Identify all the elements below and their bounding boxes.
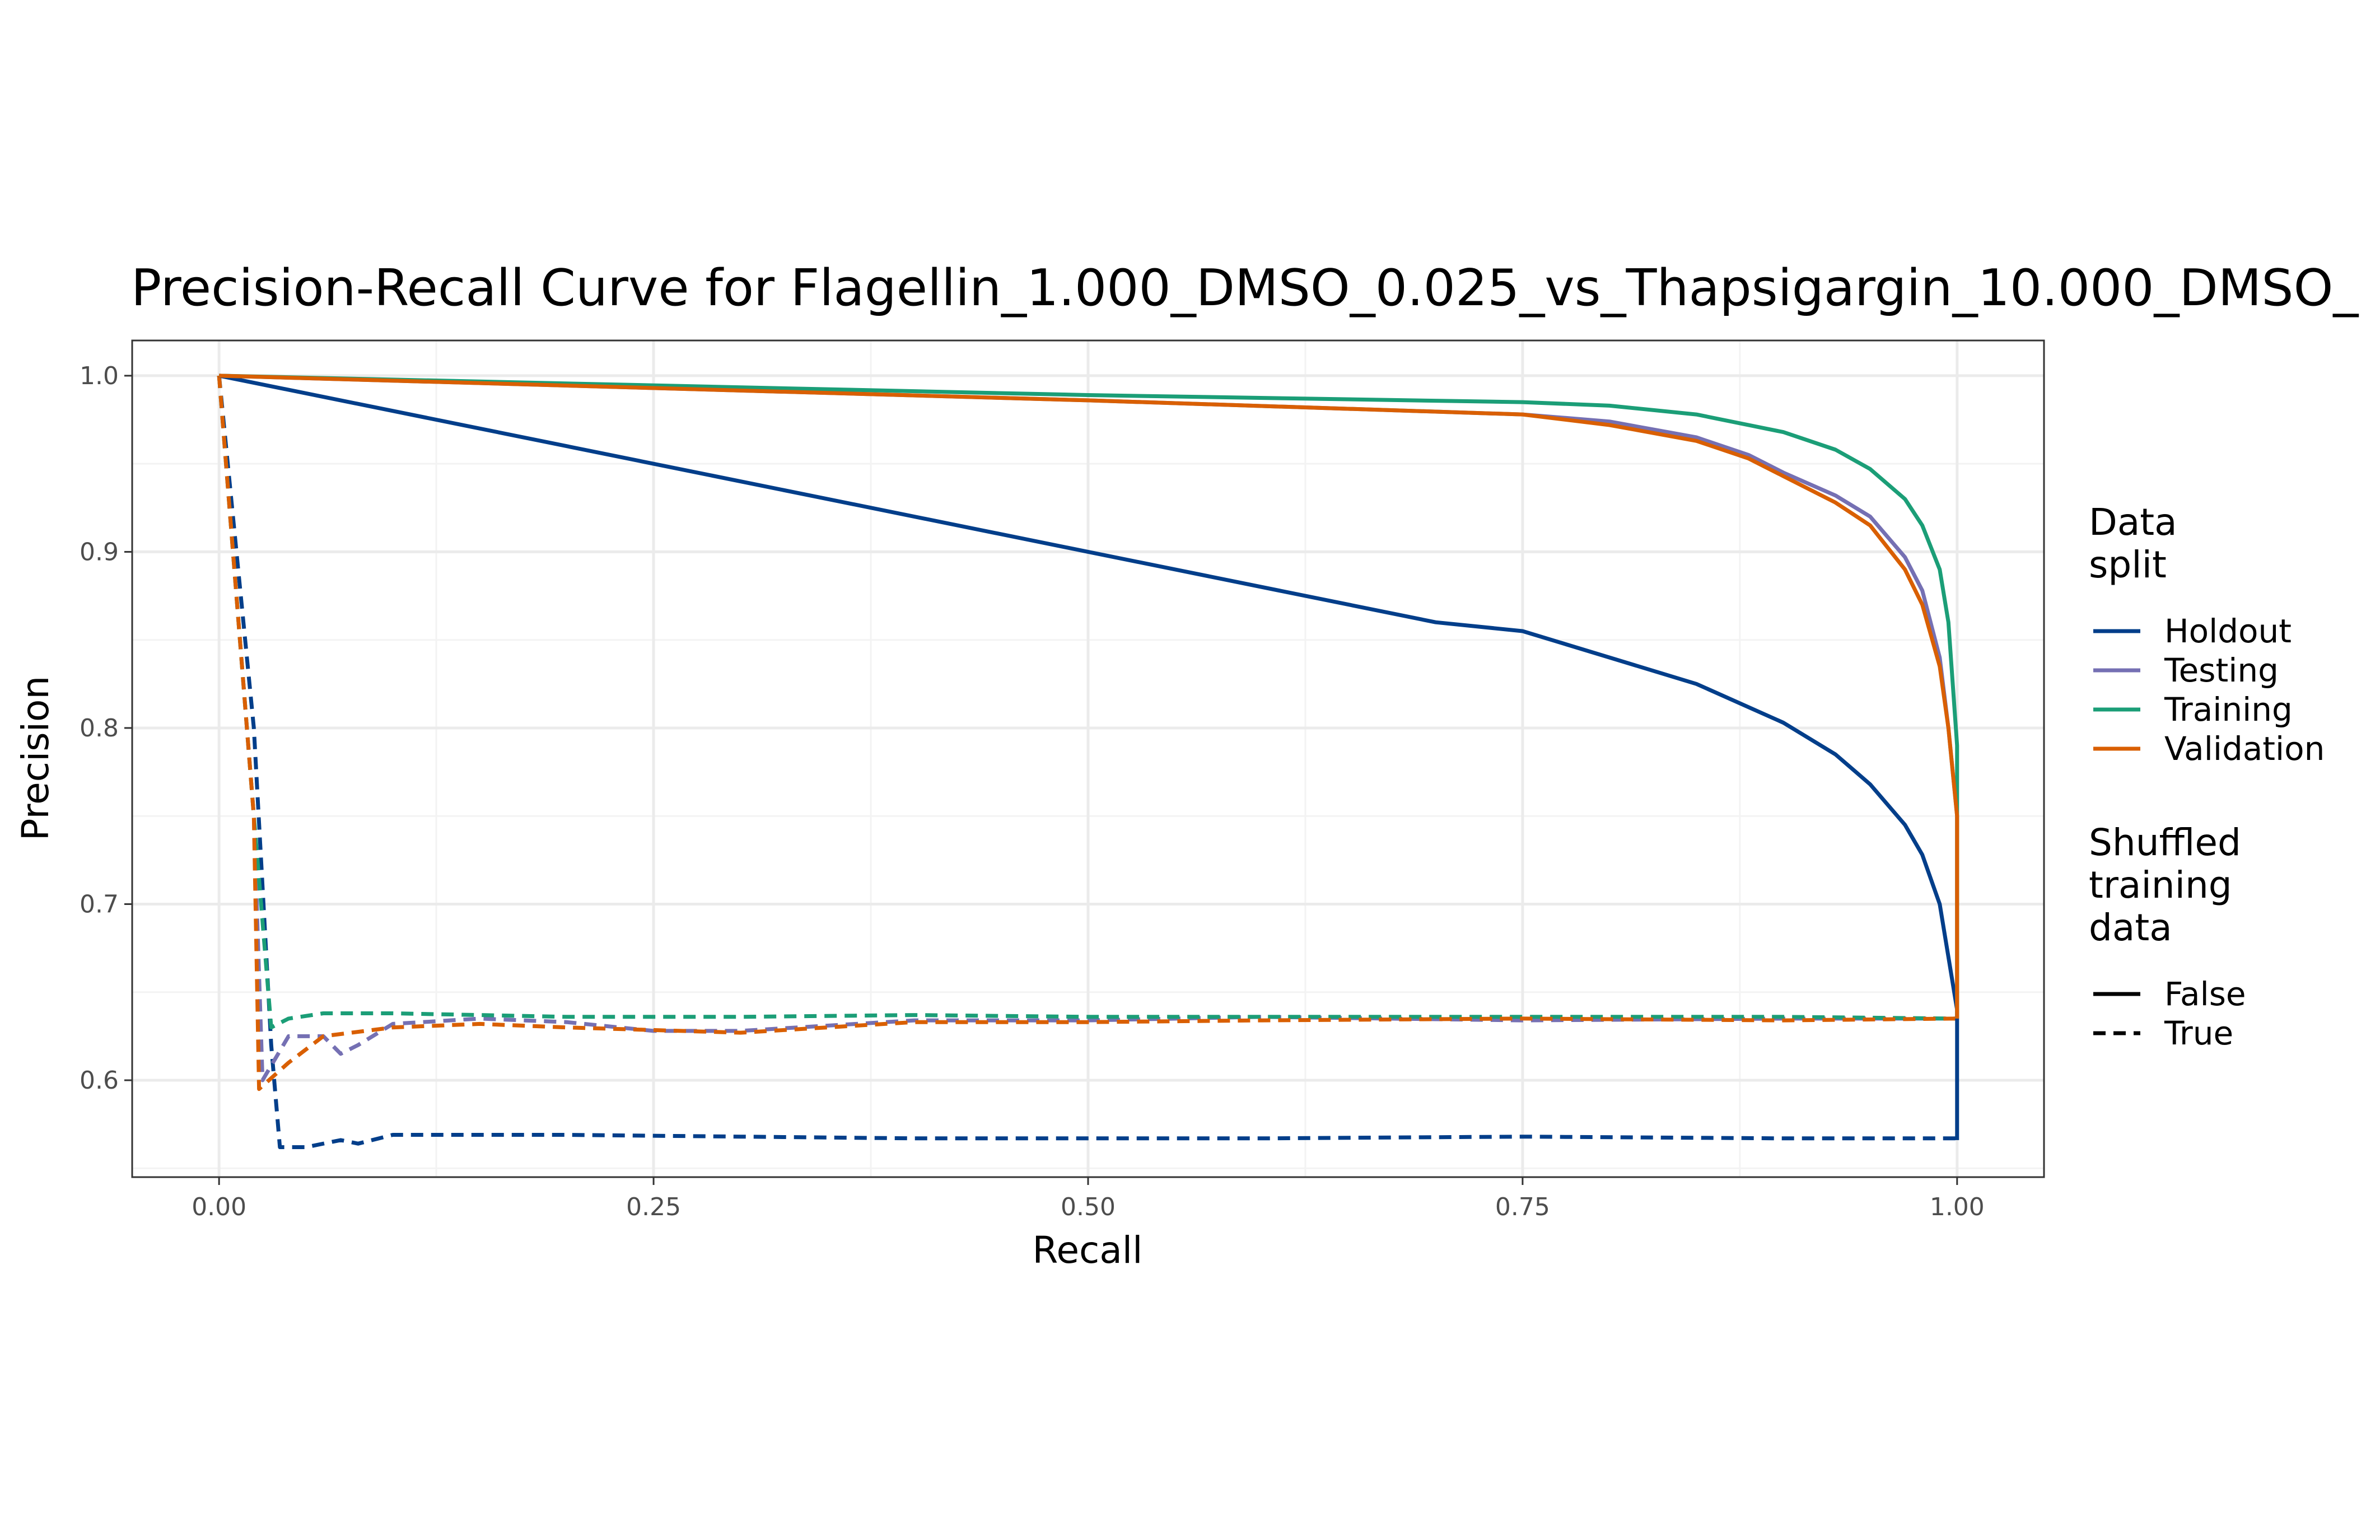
x-tick-label: 1.00	[1930, 1193, 1985, 1221]
legend-label-testing: Testing	[2164, 651, 2279, 689]
y-tick-label: 0.6	[80, 1066, 119, 1095]
y-tick-label: 1.0	[80, 362, 119, 390]
y-tick-label: 0.9	[80, 538, 119, 566]
legend-label-training: Training	[2164, 690, 2293, 729]
series-training-unshuffled	[219, 374, 1959, 1019]
x-tick-label: 0.00	[192, 1193, 246, 1221]
legend: Data split HoldoutTestingTrainingValidatio…	[2089, 501, 2325, 1052]
series-holdout-shuffled	[217, 375, 1957, 1149]
legend-title: Shuffled training data	[2089, 821, 2241, 949]
y-tick-label: 0.7	[80, 890, 119, 918]
series-validation-unshuffled	[219, 374, 1959, 1019]
x-tick-label: 0.75	[1495, 1193, 1550, 1221]
legend-label-validation: Validation	[2164, 730, 2325, 768]
x-tick-label: 0.50	[1061, 1193, 1116, 1221]
legend-label-true: True	[2164, 1014, 2233, 1052]
legend-label-holdout: Holdout	[2164, 612, 2292, 650]
legend-title: Data split	[2089, 501, 2177, 586]
y-axis-title: Precision	[14, 676, 57, 841]
chart-title: Precision-Recall Curve for Flagellin_1.0…	[131, 259, 2359, 318]
series-training-shuffled	[217, 375, 1957, 1030]
plot-panel	[131, 339, 2045, 1178]
series-validation-shuffled	[217, 375, 1957, 1091]
y-axis: 0.6 0.7 0.8 0.9 1.0	[80, 362, 132, 1095]
x-tick-label: 0.25	[626, 1193, 681, 1221]
legend-label-false: False	[2164, 975, 2246, 1013]
series-testing-shuffled	[217, 375, 1957, 1082]
x-axis-title: Recall	[1033, 1229, 1143, 1272]
y-tick-label: 0.8	[80, 714, 119, 743]
series-layer	[217, 374, 1959, 1149]
x-axis: 0.00 0.25 0.50 0.75 1.00	[192, 1177, 1985, 1221]
grid-major	[132, 340, 2044, 1177]
series-holdout-unshuffled	[218, 374, 1959, 1140]
